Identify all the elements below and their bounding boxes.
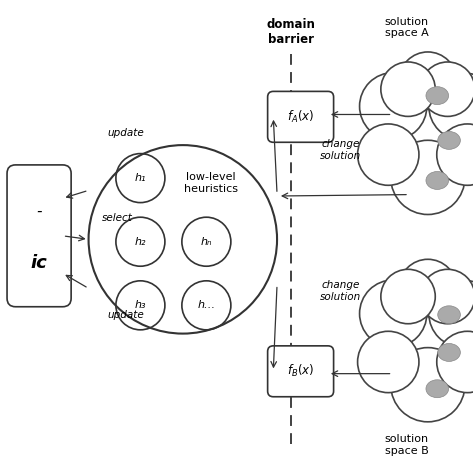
Text: solution
space A: solution space A [384,17,428,38]
Circle shape [391,347,465,422]
Text: change
solution: change solution [320,139,361,161]
Ellipse shape [426,172,448,190]
Ellipse shape [438,131,460,149]
Circle shape [383,303,473,392]
Text: hₙ: hₙ [201,237,212,246]
Circle shape [437,124,474,185]
Text: h₃: h₃ [135,301,146,310]
Text: h…: h… [197,301,216,310]
Circle shape [383,96,473,185]
Text: select: select [101,213,132,223]
Circle shape [429,73,474,140]
Text: -: - [36,203,42,219]
Circle shape [437,331,474,392]
FancyBboxPatch shape [7,165,71,307]
Text: low-level
heuristics: low-level heuristics [184,172,238,193]
Circle shape [360,73,427,140]
Ellipse shape [426,380,448,398]
FancyBboxPatch shape [268,91,334,142]
Ellipse shape [426,87,448,105]
Ellipse shape [438,306,460,324]
Circle shape [429,280,474,347]
Text: h₂: h₂ [135,237,146,246]
Circle shape [399,259,456,317]
Text: ic: ic [31,254,47,272]
Ellipse shape [438,344,460,361]
FancyBboxPatch shape [268,346,334,397]
Text: domain
barrier: domain barrier [267,18,316,46]
Circle shape [391,140,465,215]
Text: h₁: h₁ [135,173,146,183]
Text: $f_A(x)$: $f_A(x)$ [287,109,314,125]
Circle shape [420,62,474,117]
Circle shape [360,280,427,347]
Circle shape [357,124,419,185]
Circle shape [420,269,474,324]
Text: solution
space B: solution space B [384,435,428,456]
Text: update: update [108,310,145,320]
Text: change
solution: change solution [320,281,361,302]
Text: $f_B(x)$: $f_B(x)$ [287,363,314,379]
Circle shape [381,62,435,117]
Circle shape [357,331,419,392]
Circle shape [399,52,456,109]
Text: update: update [108,128,145,138]
Circle shape [381,269,435,324]
